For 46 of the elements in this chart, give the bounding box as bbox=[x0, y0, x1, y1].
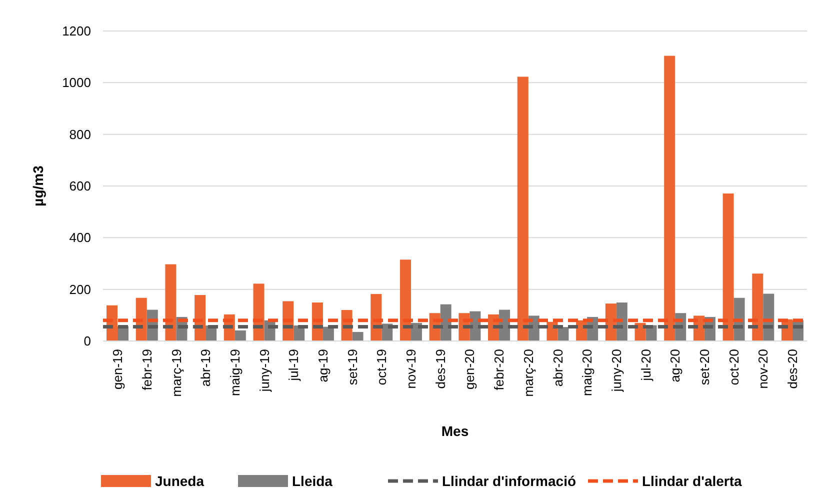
x-tick-label: gen-19 bbox=[110, 349, 126, 390]
x-tick-label: juny-20 bbox=[608, 349, 624, 393]
x-tick-label: abr-20 bbox=[550, 349, 566, 387]
x-tick-label: febr-20 bbox=[492, 349, 507, 390]
legend-label: Juneda bbox=[155, 472, 204, 489]
x-tick-label: nov-20 bbox=[756, 349, 771, 389]
y-tick-label: 0 bbox=[84, 334, 91, 349]
x-tick-label: des-19 bbox=[432, 349, 448, 389]
x-tick-label: maig-20 bbox=[580, 349, 595, 396]
y-tick-label: 200 bbox=[69, 282, 91, 297]
bar bbox=[558, 327, 569, 341]
x-tick-label: oct-19 bbox=[374, 349, 390, 386]
x-tick-label: jul-20 bbox=[638, 349, 654, 382]
x-axis-title: Mes bbox=[441, 423, 469, 439]
bar bbox=[352, 332, 364, 341]
bar bbox=[722, 193, 734, 341]
x-tick-label: gen-20 bbox=[462, 349, 478, 390]
bar bbox=[752, 274, 764, 341]
x-tick-label: abr-19 bbox=[198, 349, 214, 387]
x-tick-label: set-20 bbox=[696, 349, 712, 386]
bar bbox=[517, 76, 528, 341]
x-tick-label: jul-19 bbox=[286, 349, 302, 382]
x-tick-label: març-20 bbox=[520, 349, 536, 397]
x-tick-label: març-19 bbox=[168, 349, 184, 397]
legend-label: Llindar d'informació bbox=[442, 472, 576, 489]
x-tick-label: set-19 bbox=[344, 349, 360, 386]
y-tick-label: 600 bbox=[69, 178, 91, 194]
y-tick-label: 1200 bbox=[62, 24, 91, 39]
bar bbox=[234, 330, 246, 341]
legend-label: Lleida bbox=[292, 472, 333, 489]
bar bbox=[165, 264, 176, 341]
y-tick-label: 400 bbox=[69, 230, 91, 246]
x-tick-label: febr-19 bbox=[139, 349, 154, 390]
x-tick-label: ag-19 bbox=[315, 349, 330, 382]
legend-label: Llindar d'alerta bbox=[642, 472, 742, 489]
x-tick-label: des-20 bbox=[785, 349, 800, 389]
x-tick-label: juny-19 bbox=[256, 349, 272, 393]
y-axis-title: µg/m3 bbox=[30, 165, 46, 206]
bar bbox=[400, 260, 411, 341]
x-tick-label: maig-19 bbox=[227, 349, 242, 396]
y-tick-label: 1000 bbox=[62, 75, 91, 90]
x-tick-label: nov-19 bbox=[404, 349, 419, 389]
x-tick-label: oct-20 bbox=[726, 349, 742, 386]
y-tick-label: 800 bbox=[69, 126, 91, 142]
bar bbox=[664, 56, 676, 341]
x-tick-label: ag-20 bbox=[668, 349, 683, 382]
